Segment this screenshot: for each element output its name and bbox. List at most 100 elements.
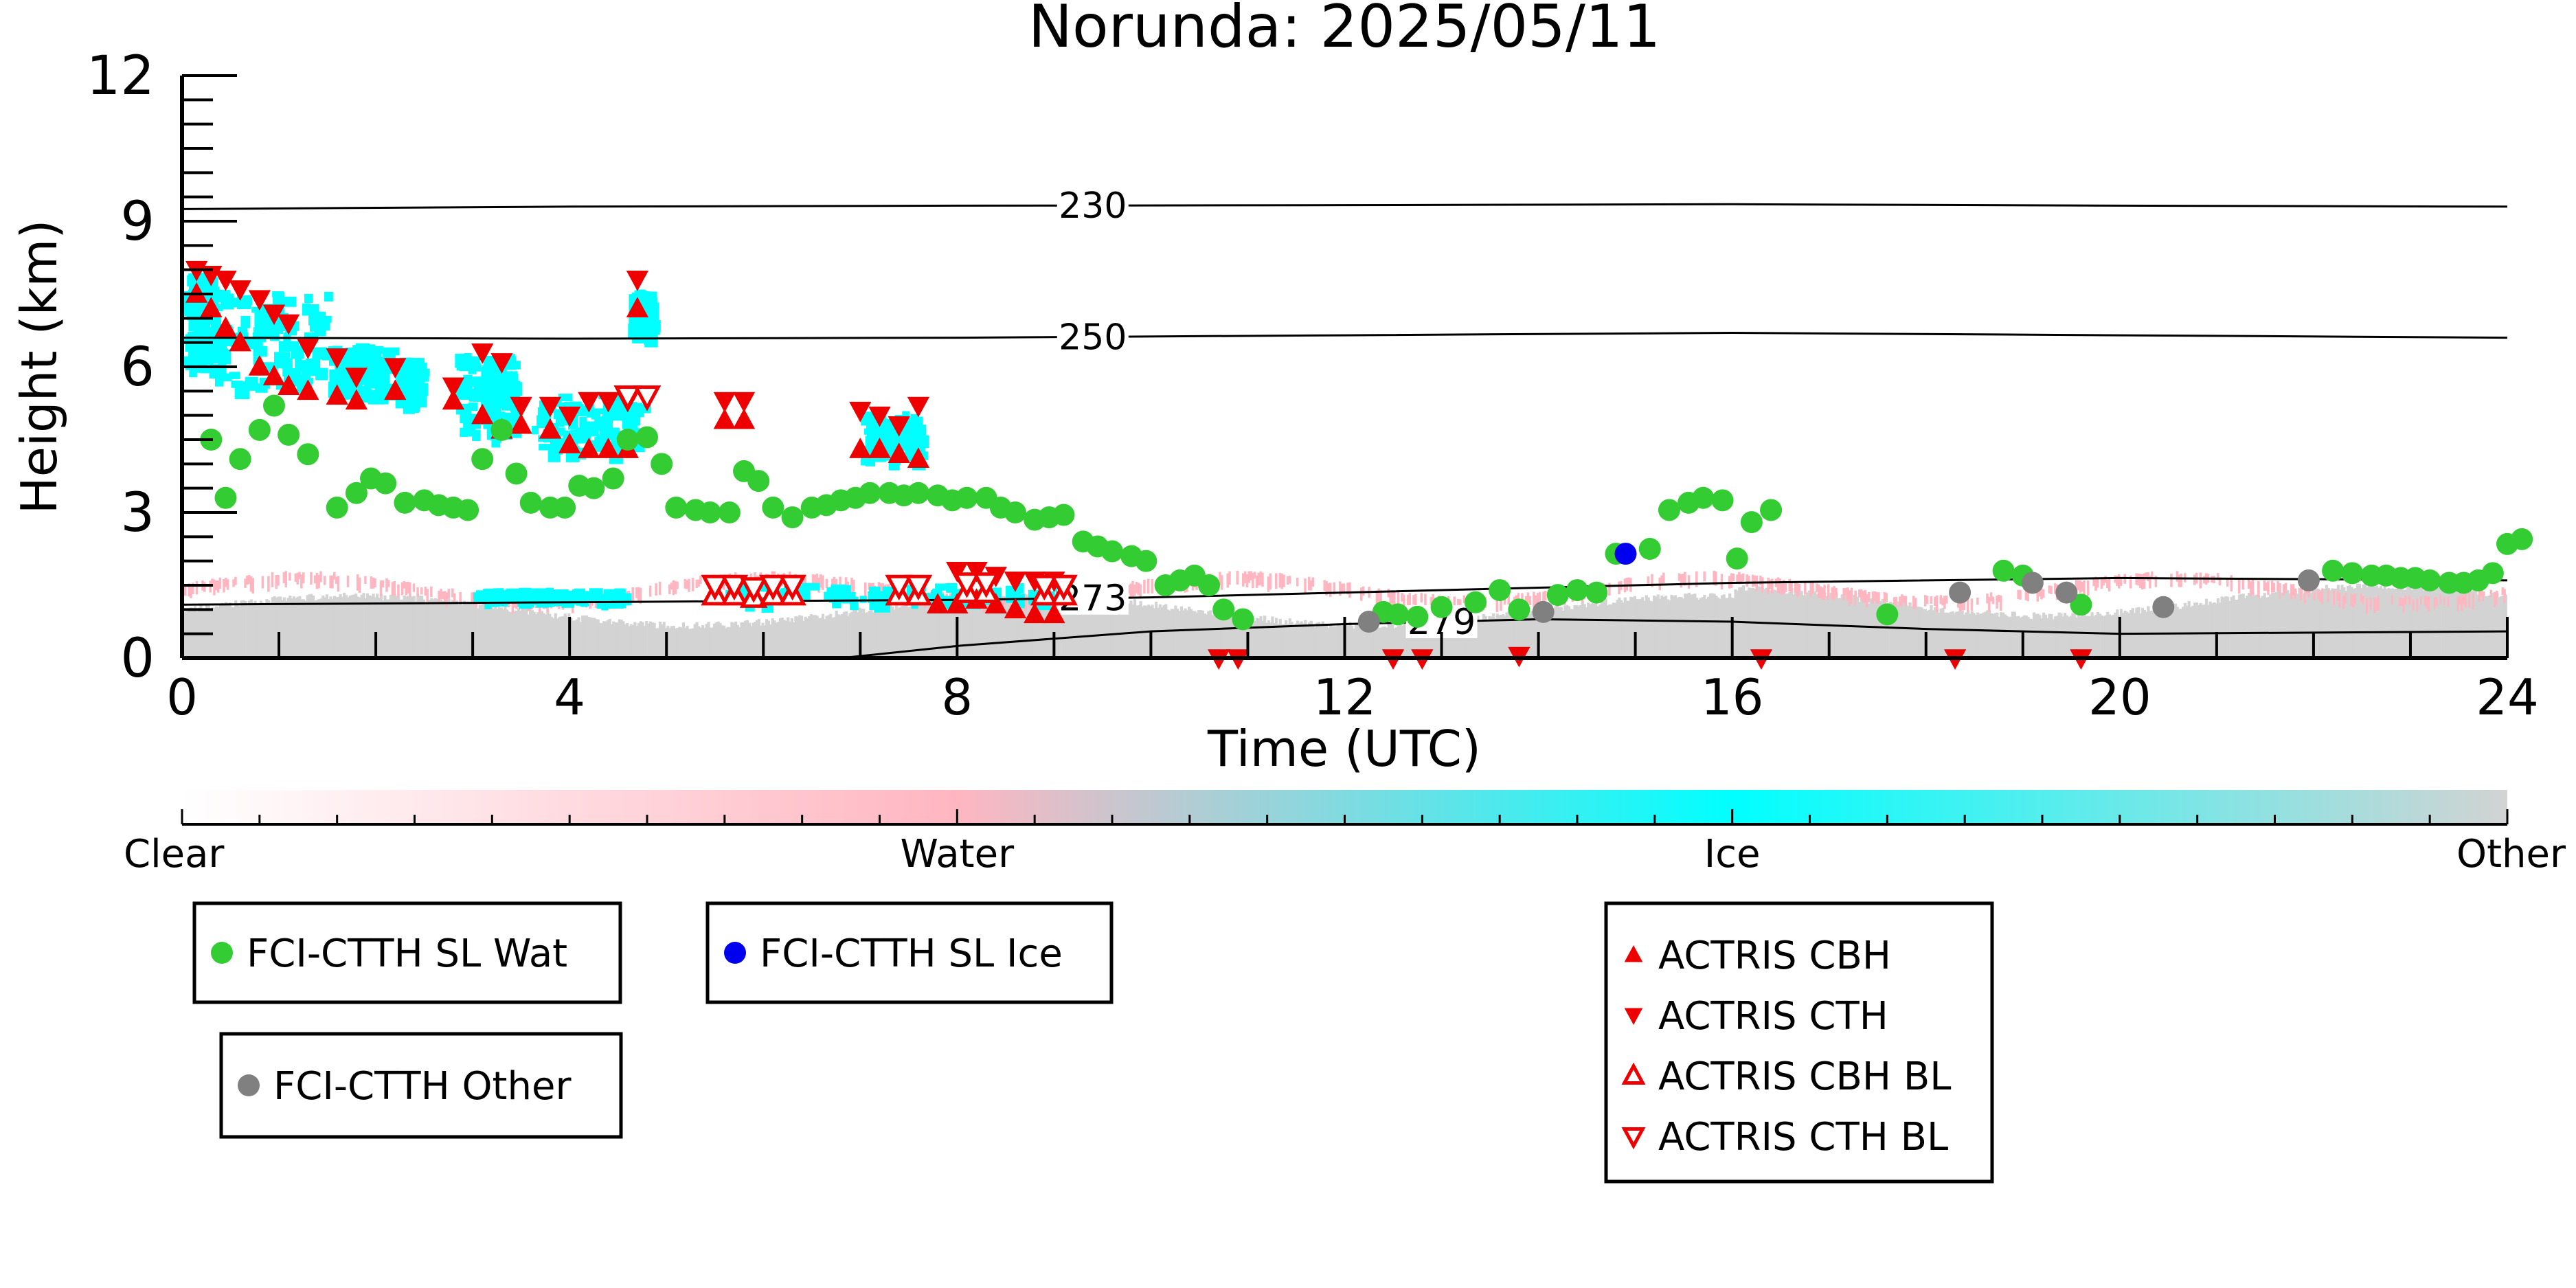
- background-ice-pixel: [403, 370, 418, 378]
- background-column: [1048, 599, 1052, 658]
- background-column: [1491, 613, 1495, 658]
- background-column: [2067, 617, 2070, 658]
- background-column: [951, 602, 955, 658]
- background-ice-pixel: [517, 591, 526, 607]
- background-ice-pixel: [872, 425, 883, 431]
- background-ice-pixel: [850, 596, 859, 611]
- background-column: [1484, 615, 1487, 658]
- background-column: [1195, 613, 1199, 658]
- background-water-pixel: [1651, 574, 1653, 587]
- background-water-pixel: [1961, 598, 1964, 611]
- background-column: [1176, 609, 1179, 658]
- background-column: [1883, 602, 1886, 658]
- background-column: [1189, 609, 1193, 658]
- legend-box: FCI-CTTH SL Wat: [192, 901, 622, 1004]
- background-column: [474, 602, 478, 658]
- data-point: [277, 374, 300, 396]
- background-column: [1354, 624, 1357, 658]
- background-column: [1662, 596, 1666, 658]
- background-column: [1210, 615, 1214, 658]
- background-column: [949, 597, 953, 658]
- background-column: [645, 621, 648, 658]
- background-column: [511, 610, 515, 658]
- background-water-pixel: [1794, 583, 1797, 593]
- background-column: [2220, 596, 2224, 658]
- data-point: [946, 593, 969, 614]
- background-column: [2381, 589, 2384, 658]
- background-column: [1112, 604, 1116, 658]
- background-ice-pixel: [192, 326, 208, 335]
- background-column: [1015, 598, 1019, 658]
- data-point: [2297, 569, 2320, 591]
- data-point: [859, 482, 881, 504]
- background-water-pixel: [833, 576, 836, 587]
- background-column: [1238, 618, 1241, 658]
- background-ice-pixel: [291, 345, 304, 359]
- background-column: [1356, 623, 1359, 658]
- background-column: [1271, 616, 1274, 658]
- background-column: [896, 607, 901, 658]
- background-column: [2286, 590, 2290, 658]
- background-column: [1025, 594, 1028, 658]
- background-column: [1335, 626, 1338, 658]
- background-water-pixel: [2026, 588, 2029, 602]
- background-water-pixel: [1544, 590, 1547, 601]
- background-column: [918, 602, 922, 658]
- background-column: [1546, 612, 1550, 658]
- background-column: [1524, 609, 1528, 658]
- background-column: [1498, 615, 1501, 658]
- background-column: [1311, 624, 1315, 658]
- isotherm-label-bg: [1057, 189, 1129, 223]
- background-column: [321, 595, 325, 658]
- background-column: [2414, 586, 2417, 658]
- background-column: [1404, 622, 1408, 658]
- background-water-pixel: [346, 575, 350, 587]
- background-column: [1674, 595, 1677, 658]
- background-water-pixel: [2313, 591, 2316, 600]
- background-column: [1517, 609, 1520, 658]
- background-column: [674, 628, 677, 658]
- legend-label: FCI-CTTH Other: [273, 1064, 572, 1109]
- background-column: [931, 600, 935, 658]
- background-column: [721, 625, 724, 658]
- background-water-pixel: [1844, 588, 1847, 596]
- background-column: [1685, 594, 1689, 658]
- data-point: [185, 282, 208, 303]
- background-ice-pixel: [240, 315, 251, 328]
- background-water-pixel: [1912, 596, 1915, 609]
- background-column: [724, 628, 728, 658]
- background-column: [1691, 594, 1695, 658]
- background-water-pixel: [1408, 593, 1412, 608]
- background-water-pixel: [1406, 594, 1410, 609]
- background-ice-pixel: [464, 353, 472, 364]
- background-column: [745, 620, 749, 658]
- background-ice-pixel: [594, 416, 602, 427]
- background-water-pixel: [1784, 581, 1787, 592]
- background-column: [2274, 591, 2278, 658]
- background-column: [732, 622, 736, 658]
- legend-marker: [211, 942, 233, 964]
- background-water-pixel: [1877, 592, 1880, 604]
- background-column: [2466, 591, 2470, 658]
- background-column: [2367, 585, 2371, 658]
- background-water-pixel: [1819, 586, 1822, 599]
- background-column: [2026, 616, 2030, 658]
- background-column: [1108, 599, 1111, 658]
- data-point: [953, 572, 981, 598]
- background-column: [1085, 596, 1088, 658]
- background-column: [1675, 598, 1680, 658]
- background-ice-pixel: [319, 315, 332, 323]
- background-column: [1346, 625, 1350, 658]
- legend-frame: [219, 1032, 623, 1139]
- background-column: [416, 595, 420, 658]
- background-column: [1467, 622, 1470, 658]
- background-column: [740, 622, 743, 658]
- background-water-pixel: [1243, 571, 1247, 584]
- background-water-pixel: [1526, 592, 1530, 603]
- background-column: [2296, 594, 2299, 658]
- background-column: [1879, 601, 1883, 658]
- background-water-pixel: [2193, 574, 2196, 585]
- background-column: [2355, 584, 2360, 658]
- background-column: [2362, 585, 2365, 658]
- background-column: [573, 620, 577, 658]
